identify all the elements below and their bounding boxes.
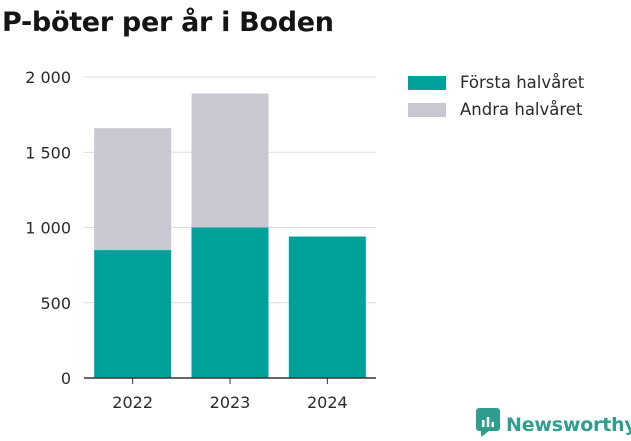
y-tick-label: 0 xyxy=(61,369,71,388)
x-tick-label: 2022 xyxy=(112,393,153,412)
bar-forsta-halvaret-2023 xyxy=(191,227,269,378)
x-tick-label: 2024 xyxy=(307,393,348,412)
bar-andra-halvaret-2023 xyxy=(191,93,269,228)
legend-label-andra-halvaret: Andra halvåret xyxy=(460,100,583,119)
legend-item-forsta-halvaret: Första halvåret xyxy=(408,69,584,96)
legend-swatch-forsta-halvaret xyxy=(408,75,446,90)
y-tick-label: 1 500 xyxy=(25,143,71,162)
bar-andra-halvaret-2022 xyxy=(94,128,172,251)
brand-name: Newsworthy xyxy=(506,413,631,436)
bar-forsta-halvaret-2024 xyxy=(288,236,366,378)
bar-forsta-halvaret-2022 xyxy=(94,250,172,378)
x-tick-label: 2023 xyxy=(210,393,251,412)
y-tick-label: 1 000 xyxy=(25,219,71,238)
legend-swatch-andra-halvaret xyxy=(408,102,446,117)
legend-label-forsta-halvaret: Första halvåret xyxy=(460,73,585,92)
chart-title: P-böter per år i Boden xyxy=(2,7,334,38)
legend-item-andra-halvaret: Andra halvåret xyxy=(408,96,584,123)
newsworthy-logo-icon xyxy=(476,408,500,441)
y-tick-label: 500 xyxy=(40,294,71,313)
y-tick-label: 2 000 xyxy=(25,68,71,87)
chart-legend: Första halvåret Andra halvåret xyxy=(408,69,584,123)
newsworthy-brand: Newsworthy xyxy=(476,408,631,441)
